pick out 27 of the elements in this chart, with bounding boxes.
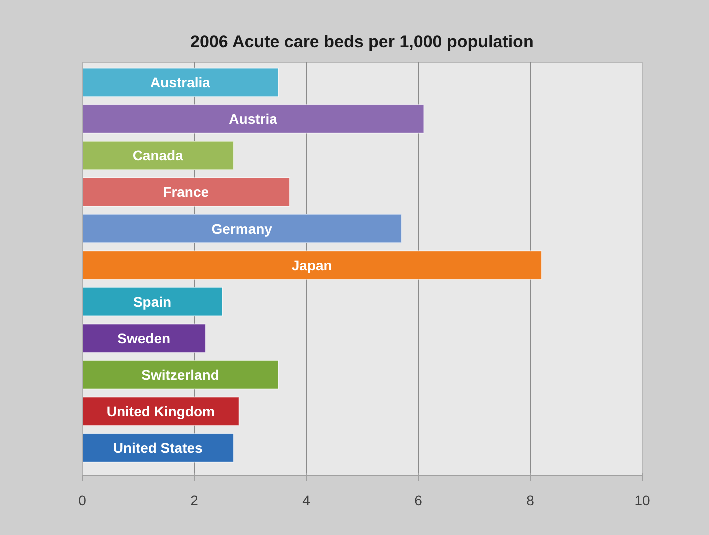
- y-tick-label: Australia: [150, 74, 211, 91]
- bar: [82, 140, 234, 170]
- x-tick-label: 10: [634, 492, 650, 508]
- bar: [82, 360, 279, 390]
- y-tick-label: Switzerland: [142, 366, 220, 383]
- bar: [82, 104, 425, 134]
- x-tick-label: 4: [302, 492, 311, 508]
- bar: [82, 177, 290, 207]
- bar: [82, 214, 402, 244]
- y-tick-label: Austria: [229, 111, 278, 128]
- bar: [82, 287, 223, 317]
- y-tick-label: Germany: [212, 220, 273, 237]
- y-tick-label: France: [163, 184, 210, 200]
- y-tick-label: Spain: [133, 294, 172, 310]
- bar: [82, 68, 279, 98]
- chart-title: 2006 Acute care beds per 1,000 population: [190, 32, 534, 52]
- y-tick-label: Japan: [292, 257, 332, 274]
- y-tick-label: United States: [113, 440, 204, 456]
- bar: [82, 324, 206, 354]
- bar: [82, 250, 542, 280]
- y-tick-label: Sweden: [118, 330, 171, 346]
- y-tick-label: United Kingdom: [106, 404, 215, 420]
- y-tick-label: Canada: [132, 148, 184, 164]
- x-tick-label: 2: [190, 492, 199, 508]
- x-tick-label: 6: [414, 492, 423, 508]
- x-tick-label: 0: [78, 492, 87, 508]
- x-tick-label: 8: [526, 492, 535, 508]
